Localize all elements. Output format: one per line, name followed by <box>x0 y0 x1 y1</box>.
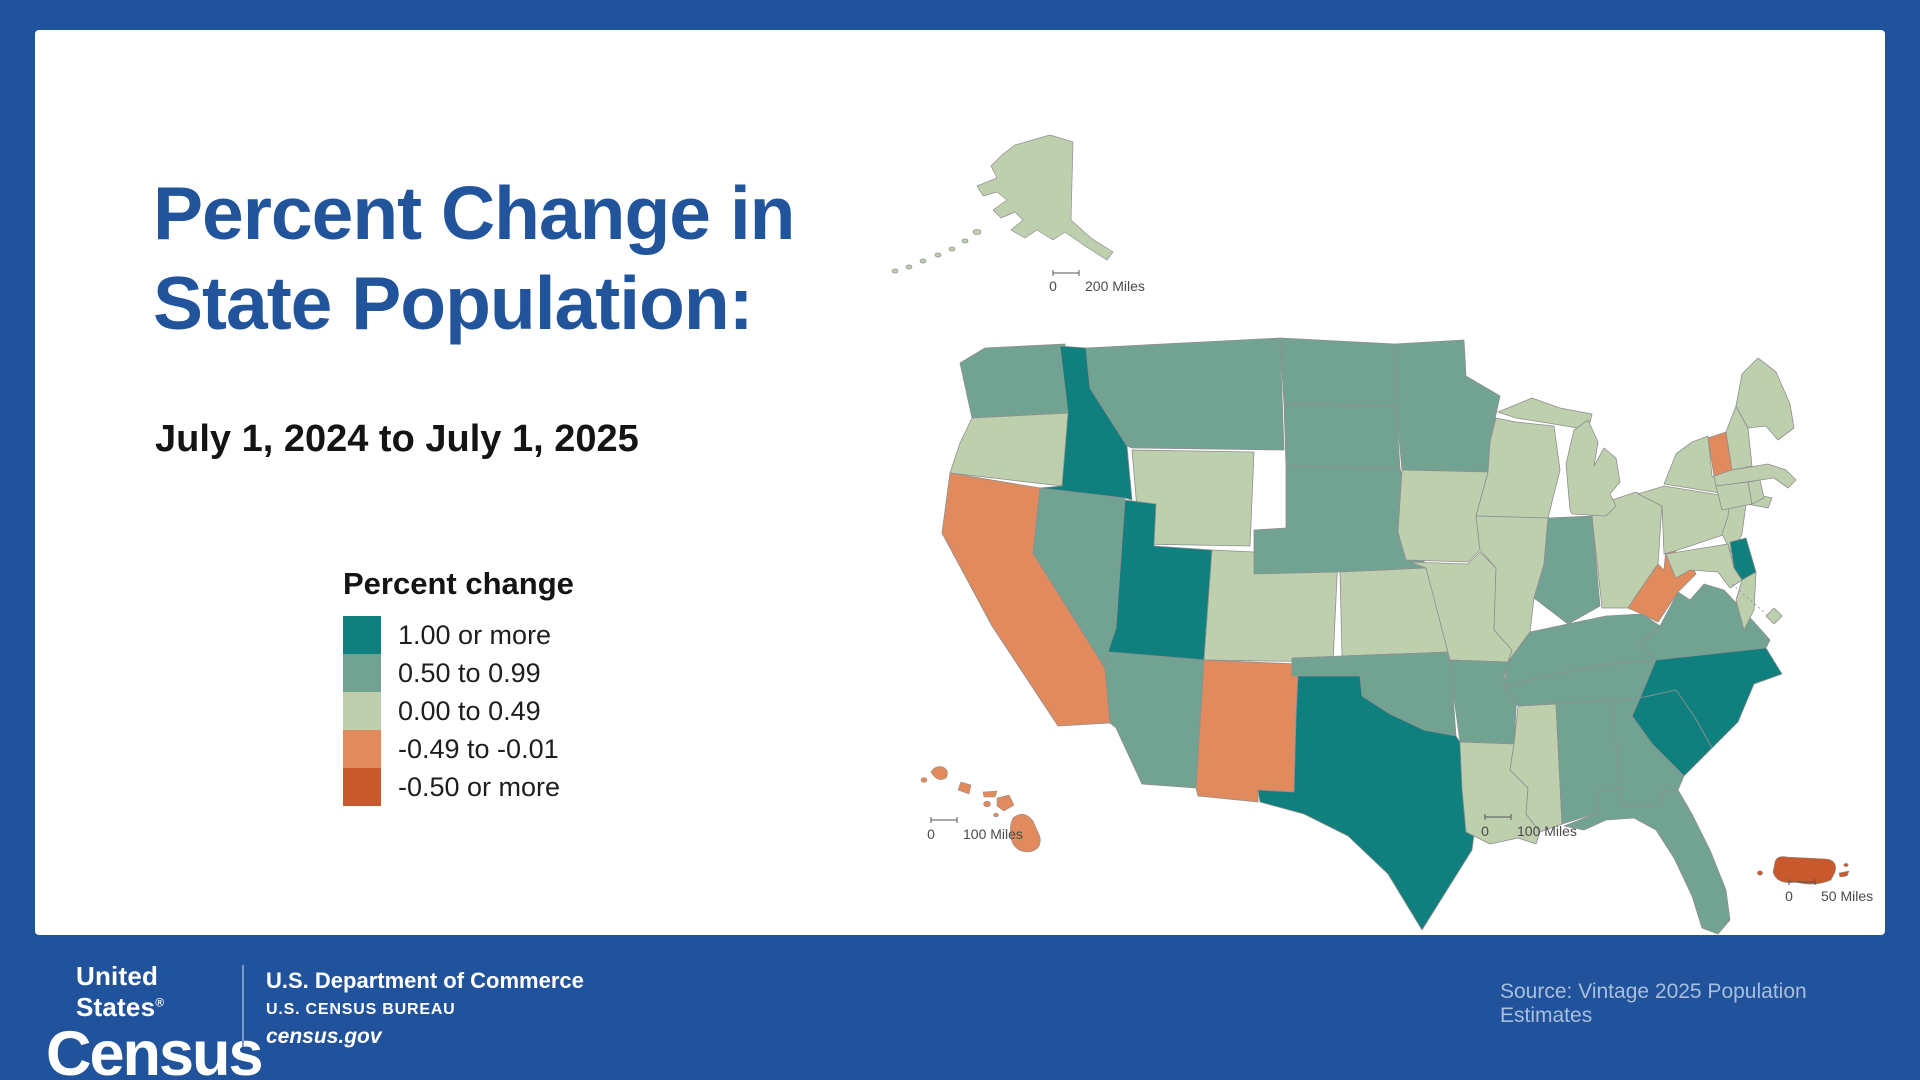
us-census-bureau-line: U.S. CENSUS BUREAU <box>266 1001 456 1018</box>
state-or <box>949 412 1071 487</box>
legend-swatch <box>343 768 381 806</box>
state-ct <box>1715 481 1753 511</box>
state-nd <box>1279 337 1397 407</box>
scale-label: 200 Miles <box>1085 278 1145 294</box>
state-hi-lanai <box>983 800 991 808</box>
state-pr <box>1772 856 1836 885</box>
state-ri <box>1747 479 1765 505</box>
legend-swatch <box>343 692 381 730</box>
legend-label: -0.49 to -0.01 <box>398 733 559 764</box>
state-ia <box>1397 469 1489 563</box>
state-hi-maui <box>996 794 1015 812</box>
state-ak-island <box>972 229 982 235</box>
legend-swatch <box>343 654 381 692</box>
logo-census-wordmark: Census <box>46 1019 264 1080</box>
title-line-1: Percent Change in <box>153 171 795 255</box>
state-pr-culebra <box>1843 863 1849 867</box>
legend-label: 0.50 to 0.99 <box>398 657 541 688</box>
hawaii-inset <box>920 766 1041 853</box>
state-ak-aleutian <box>934 252 942 258</box>
footer-divider <box>242 965 244 1047</box>
state-ak-aleutian <box>919 258 927 264</box>
legend-swatch <box>343 616 381 654</box>
state-ak-aleutian <box>948 246 956 252</box>
legend-label: -0.50 or more <box>398 771 561 802</box>
census-bureau-logo: United States® Census Bureau <box>46 961 264 1080</box>
department-block: U.S. Department of Commerce U.S. CENSUS … <box>266 968 584 1049</box>
infographic-card: Percent Change in State Population: July … <box>35 30 1885 935</box>
legend-item: 0.50 to 0.99 <box>343 654 574 692</box>
state-hi-niihau <box>920 777 928 783</box>
legend-item: 1.00 or more <box>343 616 574 654</box>
department-of-commerce: U.S. Department of Commerce <box>266 968 584 993</box>
legend-item: 0.00 to 0.49 <box>343 692 574 730</box>
legend-title: Percent change <box>343 566 574 601</box>
state-de <box>1729 537 1757 581</box>
state-me <box>1735 357 1795 441</box>
legend-label: 0.00 to 0.49 <box>398 695 541 726</box>
logo-united-states: United States® <box>76 961 234 1023</box>
conus-map <box>941 337 1797 935</box>
scale-zero: 0 <box>927 826 935 842</box>
state-nm <box>1195 659 1299 803</box>
subtitle: July 1, 2024 to July 1, 2025 <box>155 418 639 460</box>
legend-item: -0.49 to -0.01 <box>343 730 574 768</box>
title-line-2: State Population: <box>153 261 754 345</box>
scale-zero: 0 <box>1785 888 1793 904</box>
state-nh <box>1725 405 1753 471</box>
source-note: Source: Vintage 2025 Population Estimate… <box>1500 980 1807 1027</box>
state-ak-aleutian <box>905 264 913 270</box>
legend-item: -0.50 or more <box>343 768 574 806</box>
state-hi-oahu <box>957 781 972 795</box>
page-title: Percent Change in State Population: <box>153 168 795 348</box>
state-ak <box>976 134 1114 261</box>
state-az <box>1104 651 1205 789</box>
state-mi-lower <box>1565 419 1621 517</box>
scale-bar-mainland: 0 100 Miles <box>1481 814 1577 839</box>
alaska-inset <box>891 134 1114 274</box>
scale-label: 50 Miles <box>1821 888 1873 904</box>
state-pr-vieques <box>1838 870 1850 878</box>
state-sd <box>1283 403 1401 469</box>
state-hi-big-island <box>1010 813 1041 853</box>
state-mn <box>1394 339 1501 473</box>
scale-bar-hawaii: 0 100 Miles <box>927 817 1023 842</box>
census-gov-link[interactable]: census.gov <box>266 1025 382 1048</box>
state-hi-molokai <box>982 790 998 798</box>
scale-label: 100 Miles <box>963 826 1023 842</box>
scale-zero: 0 <box>1481 823 1489 839</box>
footer-band: United States® Census Bureau U.S. Depart… <box>0 935 1920 1080</box>
state-ak-aleutian <box>961 238 969 244</box>
scale-bar-puerto-rico: 0 50 Miles <box>1785 879 1873 904</box>
legend-label: 1.00 or more <box>398 619 552 650</box>
scale-label: 100 Miles <box>1517 823 1577 839</box>
legend-swatch <box>343 730 381 768</box>
state-tx <box>1257 675 1477 931</box>
state-wa <box>959 343 1071 419</box>
us-choropleth-map: 0 200 Miles <box>865 80 1915 950</box>
state-mi-upper <box>1497 397 1593 431</box>
state-hi-kauai <box>930 766 948 780</box>
logo-united-states-text: United States <box>76 961 159 1022</box>
state-va <box>1639 583 1771 661</box>
scale-bar-alaska: 0 200 Miles <box>1049 270 1145 294</box>
map-legend: Percent change 1.00 or more 0.50 to 0.99… <box>343 566 574 806</box>
state-fl <box>1563 787 1731 935</box>
state-hi-kahoolawe <box>993 812 999 818</box>
puerto-rico-inset <box>1757 856 1850 885</box>
registered-mark-icon: ® <box>155 995 165 1010</box>
scale-zero: 0 <box>1049 278 1057 294</box>
state-dc <box>1765 607 1783 625</box>
state-pr-mona <box>1757 870 1763 876</box>
state-ak-aleutian <box>891 268 899 274</box>
state-md-mainland <box>1665 543 1743 589</box>
